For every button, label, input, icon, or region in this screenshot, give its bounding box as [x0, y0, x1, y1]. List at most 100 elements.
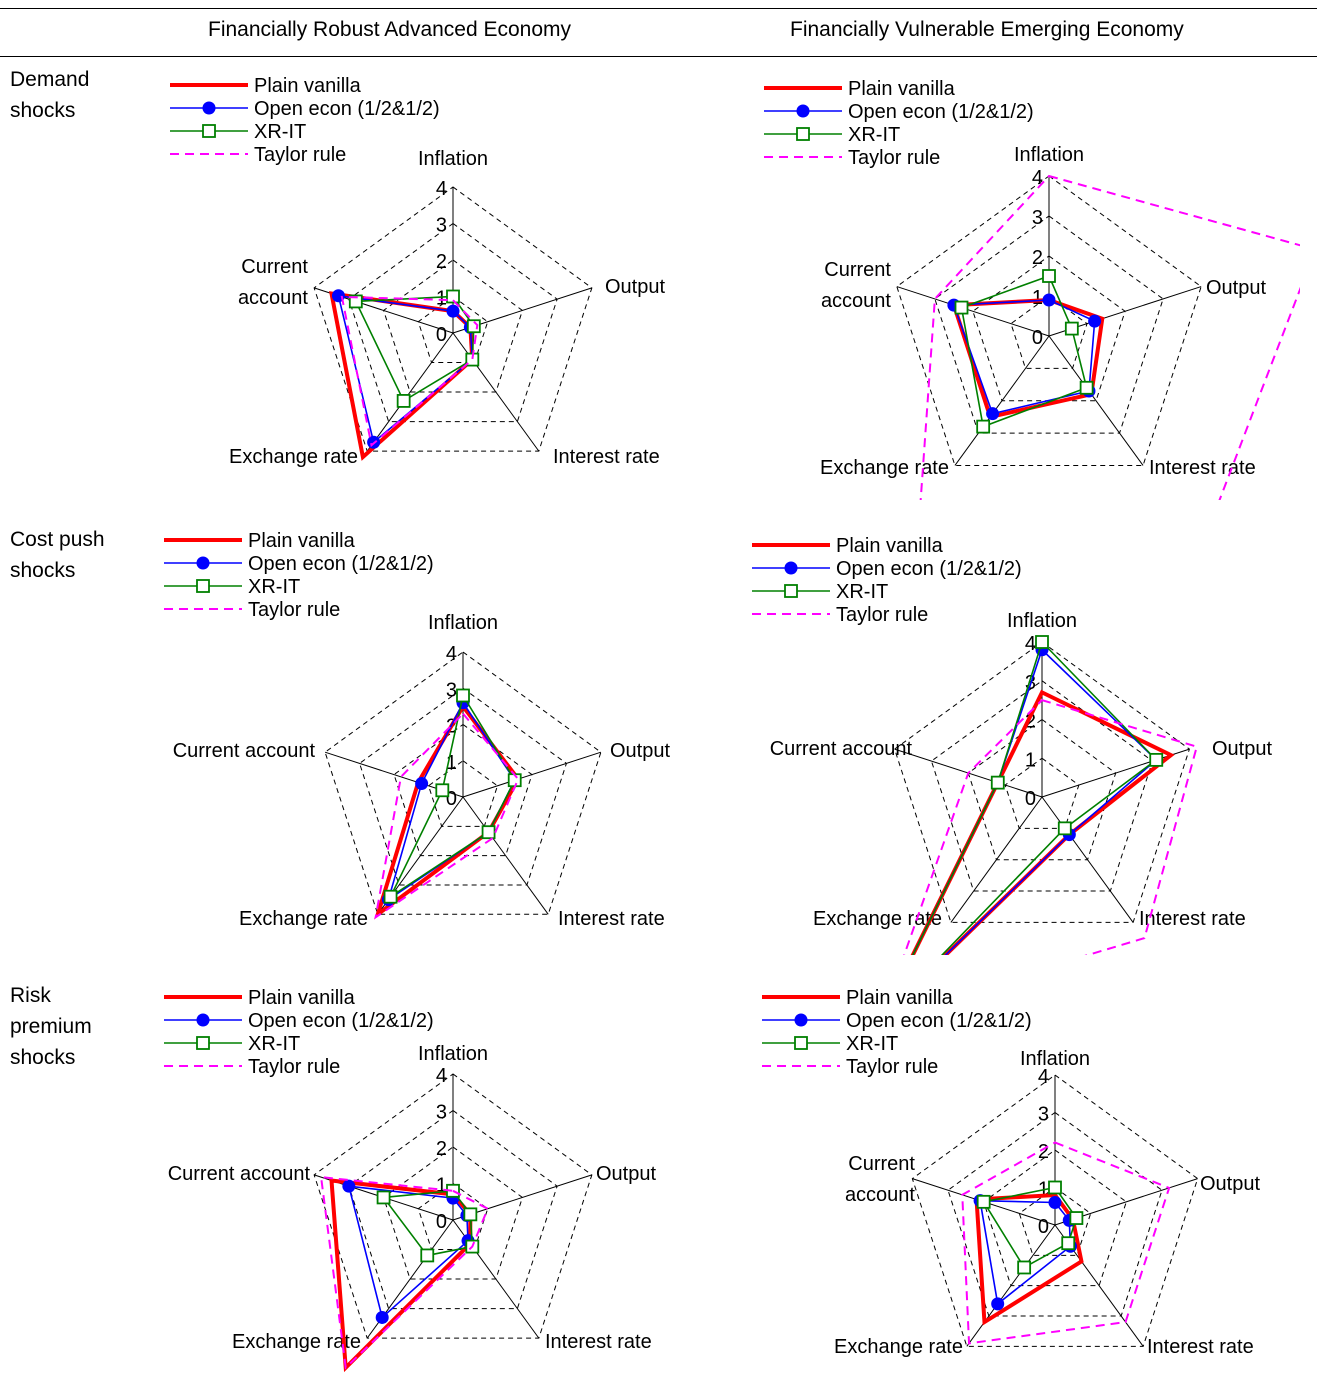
axis-label: Current [241, 256, 308, 278]
axis-label: Interest rate [1149, 457, 1256, 479]
grid-ring [324, 651, 602, 915]
tick-label: 2 [436, 251, 447, 273]
axis-label: Interest rate [545, 1331, 652, 1353]
tick-label: 4 [446, 643, 457, 665]
legend-marker [794, 1013, 808, 1027]
axis-label: Current account [173, 740, 316, 762]
axis-spoke [1048, 335, 1144, 466]
axis-label: Exchange rate [820, 457, 949, 479]
tick-label: 0 [446, 788, 457, 810]
legend-marker [796, 104, 810, 118]
legend-label: Taylor rule [836, 604, 928, 626]
data-point [446, 289, 460, 304]
grid-ring [1018, 1186, 1092, 1256]
row-label-line: Cost push [10, 528, 105, 551]
axis-label: Interest rate [558, 908, 665, 930]
tick-label: 3 [1032, 207, 1043, 229]
series-line [919, 174, 1300, 500]
series-group [329, 289, 481, 461]
data-point [1048, 1180, 1062, 1195]
axis-label: Current account [770, 738, 913, 760]
tick-label: 2 [1032, 247, 1043, 269]
axis-label: Output [1206, 277, 1266, 299]
legend-marker [196, 1013, 210, 1027]
tick-label: 1 [446, 752, 457, 774]
data-point [1035, 635, 1049, 649]
series-line [911, 640, 1158, 955]
axis-label: Exchange rate [813, 908, 942, 930]
series-line [911, 648, 1158, 955]
axis-label: Inflation [418, 1043, 488, 1065]
axis-label: Interest rate [1139, 908, 1246, 930]
axis-label: Interest rate [553, 446, 660, 468]
axis-label: Output [605, 276, 665, 298]
axis-label: Inflation [1014, 144, 1084, 166]
axis-label: Exchange rate [232, 1331, 361, 1353]
series-line [329, 291, 475, 461]
legend-label: Taylor rule [248, 1056, 340, 1078]
data-point [1149, 752, 1164, 767]
tick-label: 3 [1038, 1104, 1049, 1126]
legend-marker [202, 124, 216, 138]
series-line [340, 295, 479, 448]
series-group [319, 1176, 489, 1373]
data-point [976, 1194, 991, 1209]
axis-spoke [966, 1224, 1056, 1347]
row-label-line: Demand [10, 68, 90, 91]
legend-label: Open econ (1/2&1/2) [846, 1010, 1032, 1032]
series-group [374, 688, 522, 920]
row-label-demand: Demand shocks [10, 64, 89, 126]
legend-label: Open econ (1/2&1/2) [848, 101, 1034, 123]
series-line [903, 698, 1199, 955]
axis-label: account [845, 1184, 915, 1206]
row-label-risk-premium: Risk premium shocks [10, 980, 92, 1073]
data-point [1069, 1211, 1084, 1225]
data-point [1057, 821, 1072, 836]
axis-spoke [462, 751, 602, 798]
legend-label: Plain vanilla [846, 987, 954, 1009]
tick-label: 1 [1025, 749, 1036, 771]
grid-ring [896, 175, 1202, 466]
axis-spoke [950, 796, 1043, 923]
row-label-cost-push: Cost push shocks [10, 524, 105, 586]
series-line [374, 702, 521, 920]
tick-label: 4 [436, 178, 447, 200]
legend-marker [196, 556, 210, 570]
axis-label: Inflation [418, 148, 488, 170]
legend-label: Taylor rule [248, 599, 340, 621]
axis-label: Exchange rate [229, 446, 358, 468]
axis-label: account [238, 287, 308, 309]
data-point [986, 407, 1000, 421]
grid-ring [893, 641, 1191, 923]
tick-label: 4 [1038, 1066, 1049, 1088]
legend-label: Plain vanilla [248, 530, 356, 552]
legend-marker [784, 584, 798, 598]
data-point [348, 294, 363, 309]
tick-label: 0 [436, 324, 447, 346]
legend-label: XR-IT [848, 124, 900, 146]
grid-ring [358, 687, 568, 886]
col-header-vulnerable: Financially Vulnerable Emerging Economy [790, 18, 1184, 41]
grid-ring [1004, 757, 1080, 829]
row-label-line: shocks [10, 1046, 76, 1069]
series-group [919, 174, 1300, 500]
tick-label: 0 [1025, 788, 1036, 810]
grid-ring [934, 215, 1164, 434]
legend-label: XR-IT [254, 121, 306, 143]
legend-label: XR-IT [836, 581, 888, 603]
grid-ring [313, 1073, 593, 1339]
axis-label: Inflation [428, 612, 498, 634]
axis-label: Output [596, 1163, 656, 1185]
axis-label: Current [824, 259, 891, 281]
data-point [456, 688, 470, 703]
data-point [1042, 293, 1056, 307]
tick-label: 1 [436, 288, 447, 310]
grid-ring [313, 186, 593, 452]
grid-ring [983, 1149, 1127, 1287]
axis-spoke [1041, 748, 1190, 798]
legend-label: Taylor rule [254, 144, 346, 166]
